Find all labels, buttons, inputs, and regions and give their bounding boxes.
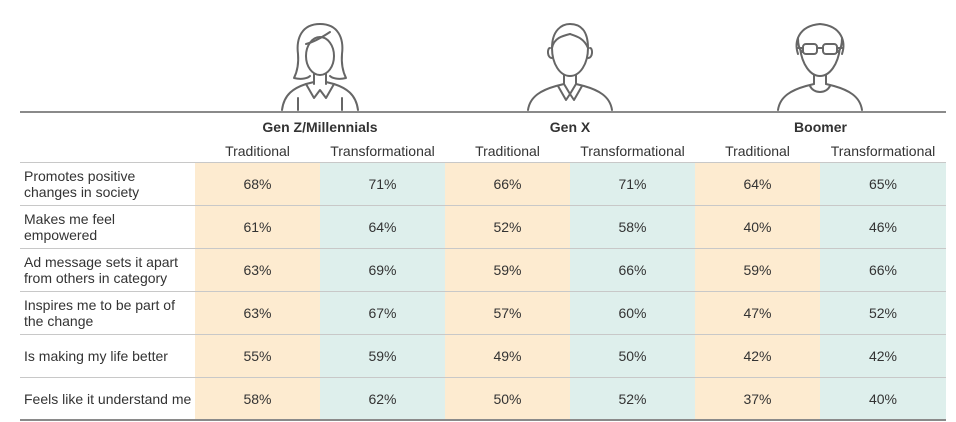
row-divider bbox=[20, 334, 946, 335]
table-cell: 69% bbox=[320, 249, 445, 291]
table-cell: 49% bbox=[445, 335, 570, 377]
subheader-transformational: Transformational bbox=[330, 143, 435, 159]
header-divider bbox=[20, 111, 946, 113]
table-cell: 60% bbox=[570, 292, 695, 334]
table-cell: 59% bbox=[695, 249, 820, 291]
table-cell: 65% bbox=[820, 163, 946, 205]
row-label: Inspires me to be part of the change bbox=[24, 297, 175, 329]
table-bottom-border bbox=[20, 419, 946, 421]
table-cell: 71% bbox=[320, 163, 445, 205]
row-divider bbox=[20, 205, 946, 206]
row-label: Is making my life better bbox=[24, 348, 168, 364]
table-cell: 59% bbox=[320, 335, 445, 377]
table-cell: 40% bbox=[820, 378, 946, 420]
man-icon bbox=[527, 23, 613, 111]
table-cell: 37% bbox=[695, 378, 820, 420]
table-cell: 66% bbox=[820, 249, 946, 291]
table-cell: 66% bbox=[570, 249, 695, 291]
woman-icon bbox=[281, 23, 359, 111]
table-cell: 42% bbox=[820, 335, 946, 377]
table-cell: 64% bbox=[695, 163, 820, 205]
table-cell: 63% bbox=[195, 292, 320, 334]
row-divider bbox=[20, 291, 946, 292]
group-header-genz-millennials: Gen Z/Millennials bbox=[262, 119, 378, 135]
table-cell: 58% bbox=[195, 378, 320, 420]
table-cell: 67% bbox=[320, 292, 445, 334]
table-cell: 52% bbox=[570, 378, 695, 420]
table-cell: 61% bbox=[195, 206, 320, 248]
row-divider bbox=[20, 248, 946, 249]
table-cell: 59% bbox=[445, 249, 570, 291]
table-cell: 66% bbox=[445, 163, 570, 205]
table-cell: 42% bbox=[695, 335, 820, 377]
table-cell: 58% bbox=[570, 206, 695, 248]
group-header-boomer: Boomer bbox=[794, 119, 847, 135]
table-cell: 47% bbox=[695, 292, 820, 334]
table-cell: 71% bbox=[570, 163, 695, 205]
header-row-divider bbox=[20, 162, 946, 163]
group-header-genx: Gen X bbox=[549, 119, 591, 135]
row-divider bbox=[20, 377, 946, 378]
table-cell: 46% bbox=[820, 206, 946, 248]
table-cell: 52% bbox=[445, 206, 570, 248]
table-cell: 64% bbox=[320, 206, 445, 248]
table-cell: 50% bbox=[445, 378, 570, 420]
table-cell: 57% bbox=[445, 292, 570, 334]
table-cell: 50% bbox=[570, 335, 695, 377]
row-label: Promotes positive changes in society bbox=[24, 168, 140, 200]
subheader-transformational: Transformational bbox=[830, 143, 936, 159]
row-label: Feels like it understand me bbox=[24, 391, 192, 407]
table-cell: 63% bbox=[195, 249, 320, 291]
table-cell: 52% bbox=[820, 292, 946, 334]
table-cell: 55% bbox=[195, 335, 320, 377]
table-cell: 40% bbox=[695, 206, 820, 248]
table-cell: 68% bbox=[195, 163, 320, 205]
subheader-traditional: Traditional bbox=[225, 143, 290, 159]
subheader-traditional: Traditional bbox=[725, 143, 790, 159]
row-label: Makes me feel empowered bbox=[24, 211, 116, 243]
row-label: Ad message sets it apart from others in … bbox=[24, 254, 179, 286]
older-man-glasses-icon bbox=[777, 23, 863, 111]
subheader-traditional: Traditional bbox=[475, 143, 540, 159]
table-cell: 62% bbox=[320, 378, 445, 420]
subheader-transformational: Transformational bbox=[580, 143, 685, 159]
